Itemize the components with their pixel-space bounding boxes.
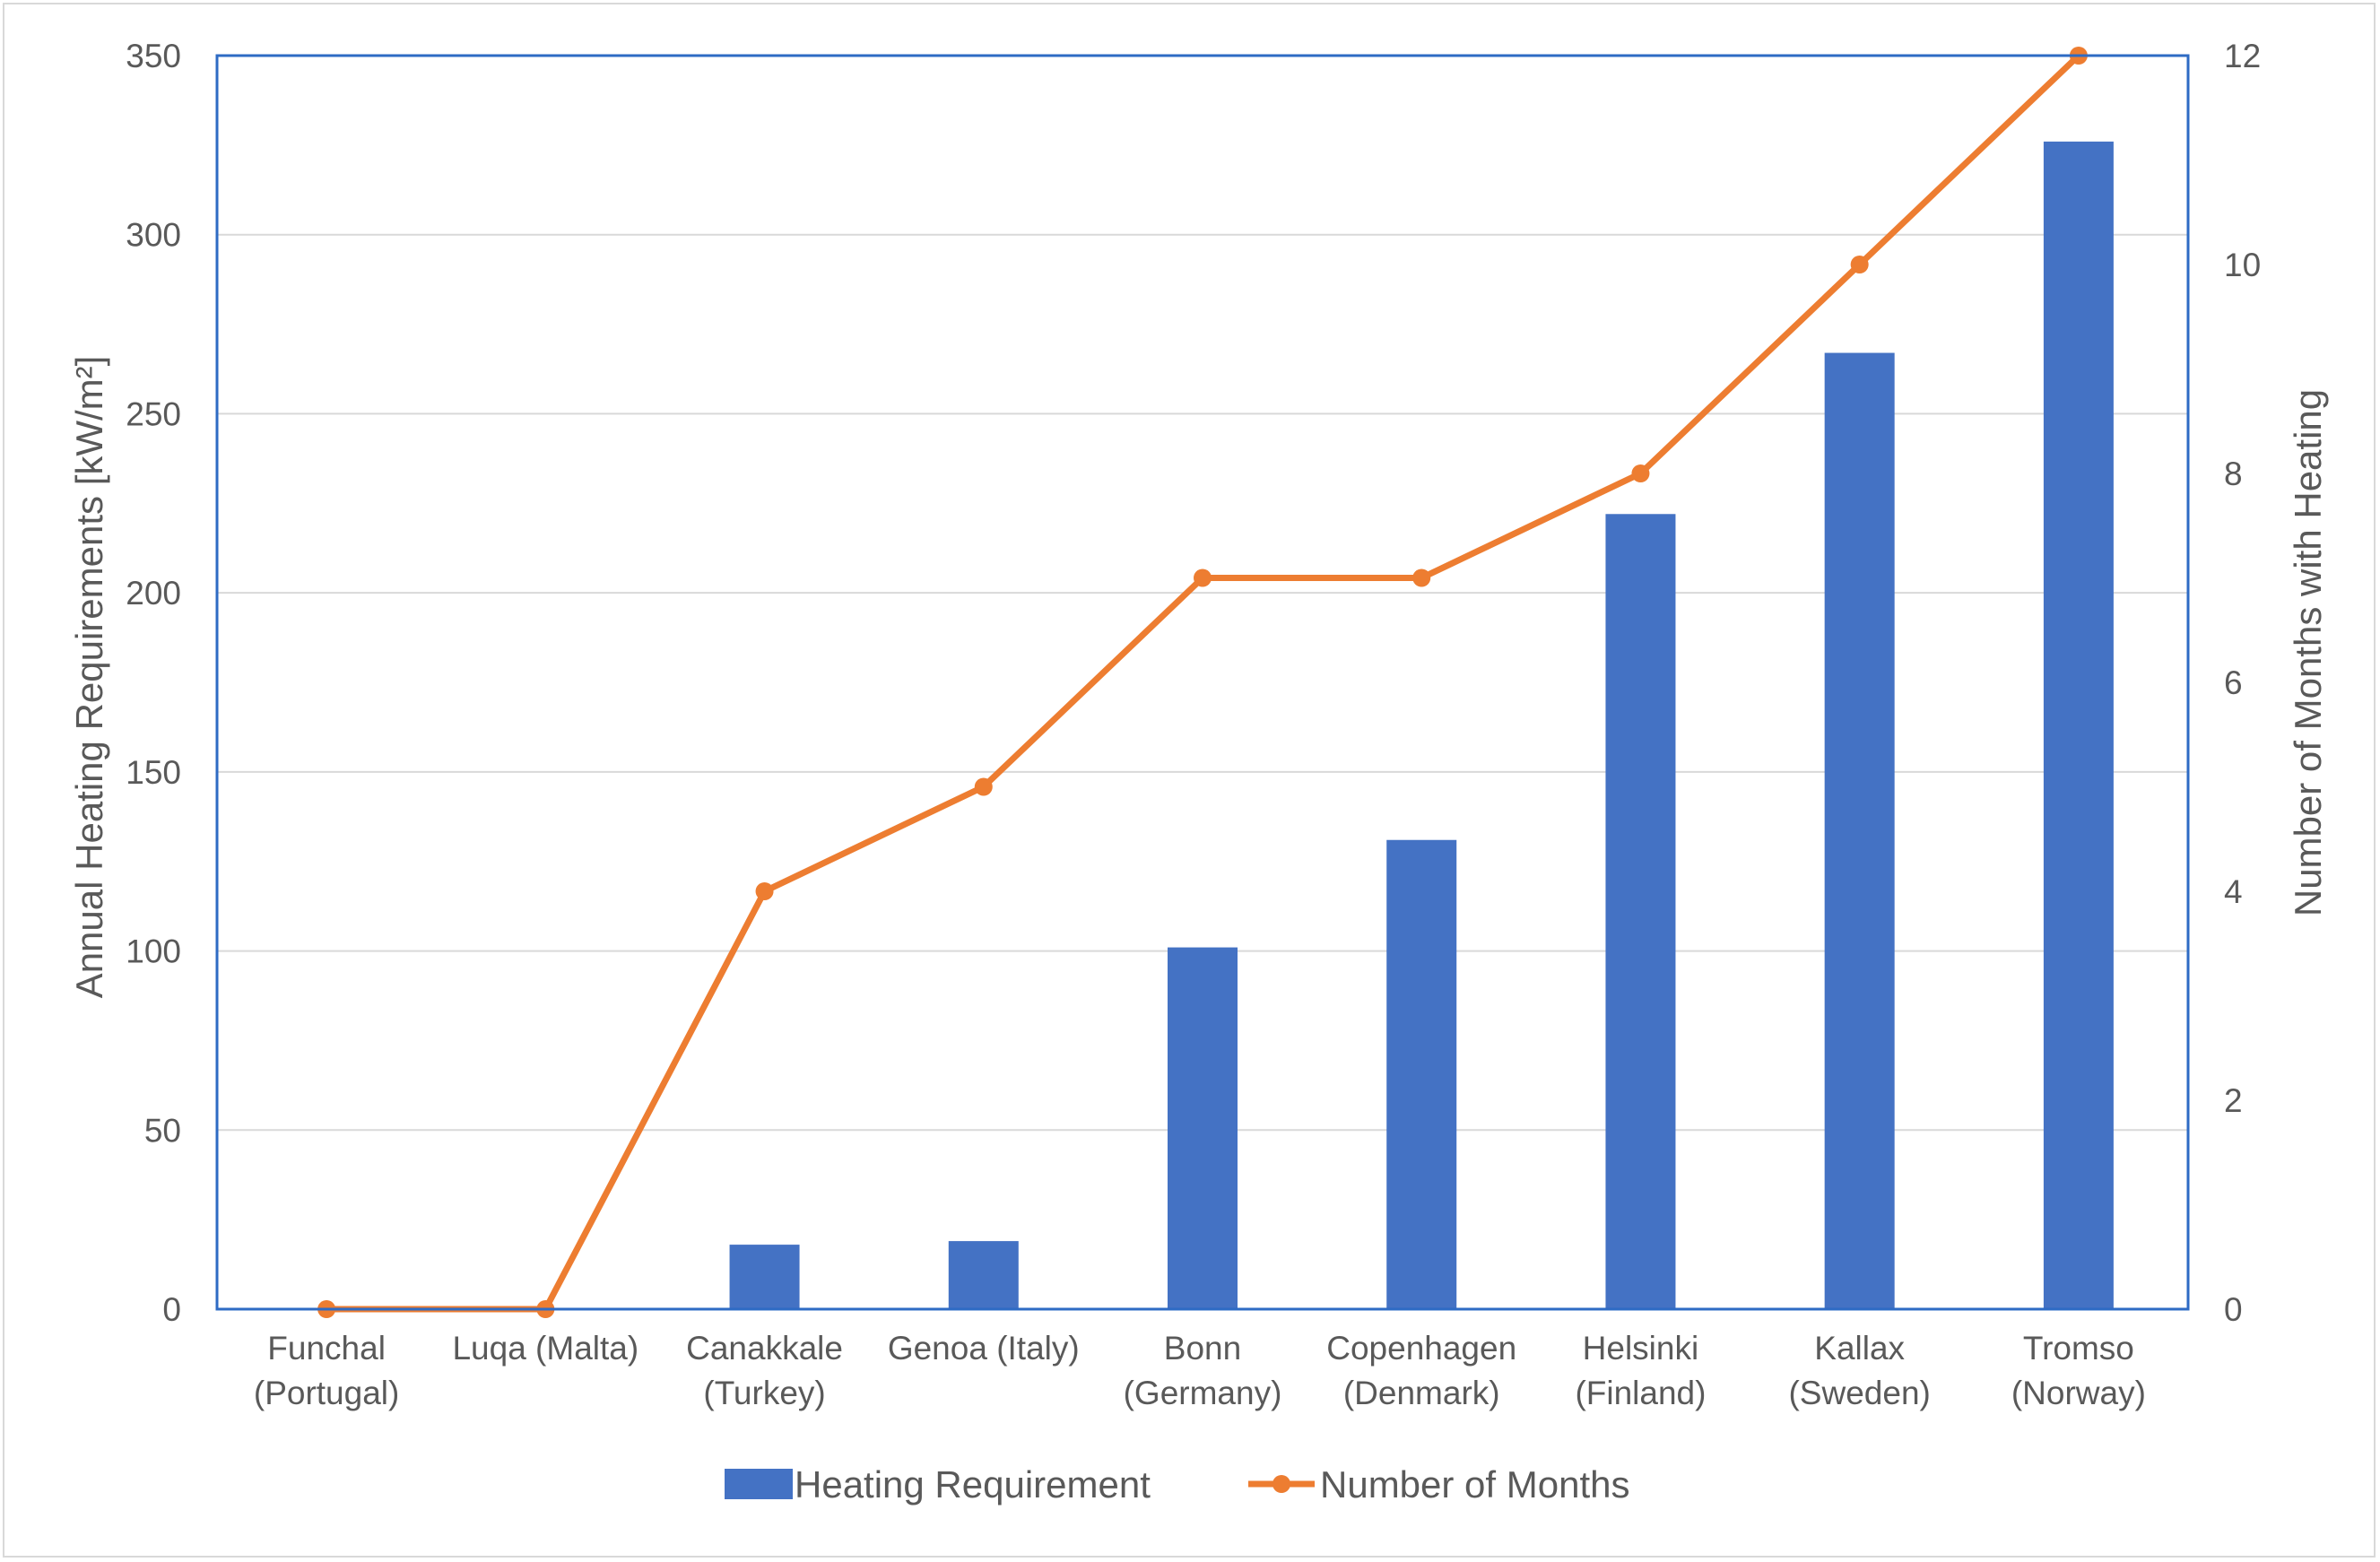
bar	[1605, 514, 1676, 1309]
line-point	[1850, 256, 1869, 273]
bar	[729, 1245, 800, 1309]
right-tick-label: 8	[2224, 456, 2243, 492]
bar	[948, 1241, 1019, 1309]
left-tick-label: 250	[126, 395, 181, 432]
category-label-line: Bonn	[1164, 1330, 1241, 1367]
category-label: Tromso (Norway)	[2011, 1330, 2146, 1411]
category-label-line: Funchal	[267, 1330, 386, 1367]
x-axis-ticks: Funchal (Portugal) Luqa (Malta) Canakkale (T…	[254, 1330, 2146, 1411]
category-label: Luqa (Malta)	[452, 1330, 638, 1367]
left-tick-label: 100	[126, 933, 181, 970]
bar	[1824, 352, 1895, 1309]
left-tick-label: 50	[144, 1112, 181, 1149]
left-tick-label: 150	[126, 754, 181, 791]
category-label-line: (Portugal)	[254, 1375, 399, 1411]
left-tick-label: 300	[126, 217, 181, 254]
right-tick-label: 10	[2224, 247, 2261, 283]
right-tick-label: 0	[2224, 1291, 2243, 1328]
category-label-line: (Germany)	[1124, 1375, 1282, 1411]
left-axis-title: Annual Heating Requirements [kW/m²]	[68, 356, 110, 999]
legend-label-line: Number of Months	[1320, 1463, 1629, 1506]
category-label-line: (Norway)	[2011, 1375, 2146, 1411]
category-label-line: (Denmark)	[1343, 1375, 1500, 1411]
category-label: Helsinki (Finland)	[1575, 1330, 1706, 1411]
legend-bar-swatch	[725, 1469, 793, 1499]
line-point	[1194, 568, 1212, 587]
line-series	[317, 47, 2088, 1318]
line-point	[1631, 464, 1650, 482]
category-label-line: (Sweden)	[1788, 1375, 1930, 1411]
category-label-line: Tromso	[2023, 1330, 2134, 1367]
right-tick-label: 2	[2224, 1082, 2243, 1119]
right-axis-title: Number of Months with Heating	[2287, 389, 2329, 916]
left-tick-label: 200	[126, 575, 181, 612]
category-label-line: (Turkey)	[703, 1375, 825, 1411]
category-label: Bonn (Germany)	[1124, 1330, 1282, 1411]
category-label: Canakkale (Turkey)	[686, 1330, 843, 1411]
left-tick-label: 350	[126, 38, 181, 74]
line-point	[755, 882, 774, 900]
right-tick-label: 4	[2224, 873, 2243, 910]
category-label-line: Copenhagen	[1326, 1330, 1516, 1367]
bar-series	[729, 141, 2114, 1310]
legend: Heating Requirement Number of Months	[725, 1463, 1629, 1506]
legend-label-bars: Heating Requirement	[795, 1463, 1151, 1506]
bar	[1386, 839, 1457, 1309]
bar	[1168, 947, 1238, 1309]
category-label: Kallax (Sweden)	[1788, 1330, 1930, 1411]
category-label-line: Helsinki	[1583, 1330, 1699, 1367]
category-label-line: Canakkale	[686, 1330, 843, 1367]
category-label-line: (Finland)	[1575, 1375, 1706, 1411]
right-tick-label: 12	[2224, 38, 2261, 74]
line-point	[974, 777, 993, 796]
category-label: Funchal (Portugal)	[254, 1330, 399, 1411]
left-axis-ticks: 0 50 100 150 200 250 300 350	[126, 38, 181, 1328]
category-label-line: Kallax	[1814, 1330, 1905, 1367]
bar	[2043, 141, 2114, 1310]
left-tick-label: 0	[162, 1291, 181, 1328]
category-label: Copenhagen (Denmark)	[1326, 1330, 1516, 1411]
legend-line-marker	[1273, 1475, 1290, 1493]
category-label-line: Genoa (Italy)	[888, 1330, 1080, 1367]
right-tick-label: 6	[2224, 664, 2243, 701]
category-label: Genoa (Italy)	[888, 1330, 1080, 1367]
line-point	[1412, 568, 1431, 587]
plot-area-border	[215, 54, 2190, 1311]
category-label-line: Luqa (Malta)	[452, 1330, 638, 1367]
right-axis-ticks: 0 2 4 6 8 10 12	[2224, 38, 2261, 1328]
